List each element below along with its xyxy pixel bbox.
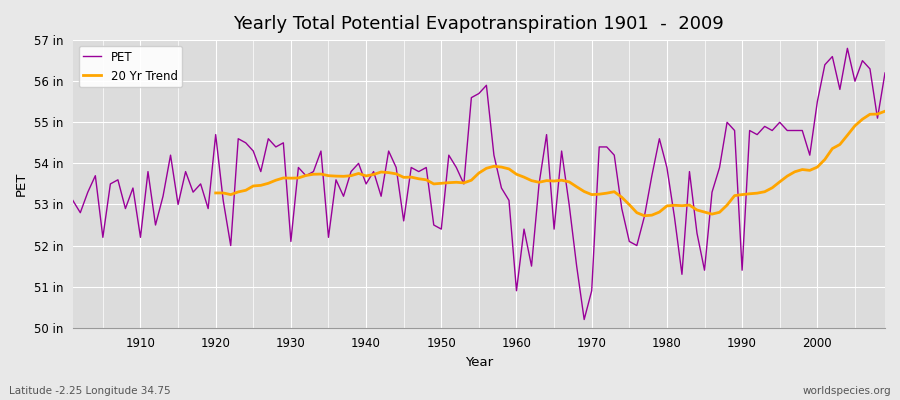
20 Yr Trend <box>857 117 868 122</box>
X-axis label: Year: Year <box>464 356 493 369</box>
Text: worldspecies.org: worldspecies.org <box>803 386 891 396</box>
20 Yr Trend <box>684 203 695 208</box>
20 Yr Trend <box>413 176 424 181</box>
Line: PET: PET <box>73 48 885 320</box>
PET <box>338 194 349 199</box>
PET <box>879 70 890 75</box>
20 Yr Trend <box>879 109 890 114</box>
PET <box>579 317 590 322</box>
PET <box>842 46 853 51</box>
PET <box>511 288 522 293</box>
Text: Latitude -2.25 Longitude 34.75: Latitude -2.25 Longitude 34.75 <box>9 386 171 396</box>
20 Yr Trend <box>211 190 221 195</box>
PET <box>128 186 139 190</box>
PET <box>68 198 78 203</box>
20 Yr Trend <box>774 180 785 184</box>
Y-axis label: PET: PET <box>15 172 28 196</box>
PET <box>504 198 515 203</box>
PET <box>293 165 304 170</box>
Title: Yearly Total Potential Evapotranspiration 1901  -  2009: Yearly Total Potential Evapotranspiratio… <box>233 15 724 33</box>
20 Yr Trend <box>789 169 800 174</box>
Legend: PET, 20 Yr Trend: PET, 20 Yr Trend <box>78 46 183 87</box>
PET <box>609 153 620 158</box>
20 Yr Trend <box>639 213 650 218</box>
Line: 20 Yr Trend: 20 Yr Trend <box>216 111 885 216</box>
20 Yr Trend <box>301 173 311 178</box>
